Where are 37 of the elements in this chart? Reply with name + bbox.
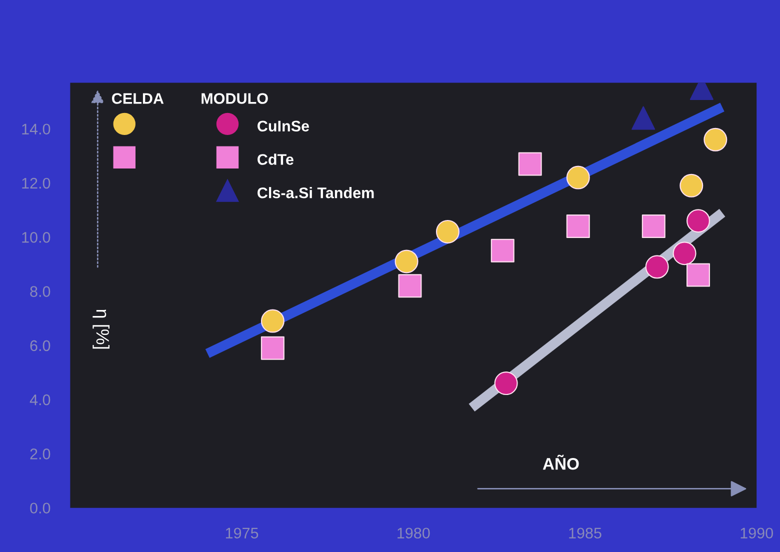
legend-label: CuInSe bbox=[258, 120, 310, 132]
point bbox=[436, 220, 460, 244]
y-tick-label: 6.0 bbox=[30, 340, 50, 352]
point bbox=[645, 255, 669, 279]
legend-label: Cls-a.Si Tandem bbox=[258, 187, 374, 198]
point bbox=[398, 274, 422, 298]
annotation: MODULO bbox=[202, 93, 268, 104]
annotation: CELDA bbox=[112, 93, 164, 104]
y-tick-label: 10.0 bbox=[22, 232, 50, 243]
point bbox=[490, 238, 514, 262]
point bbox=[680, 174, 704, 198]
point bbox=[566, 166, 590, 190]
point bbox=[632, 106, 656, 130]
y-tick-label: 2.0 bbox=[30, 448, 50, 460]
x-axis-title: AÑO bbox=[542, 454, 579, 470]
point bbox=[494, 372, 518, 396]
point bbox=[672, 242, 696, 266]
point bbox=[260, 336, 284, 360]
x-tick-label: 1975 bbox=[226, 528, 258, 539]
y-axis-title: η [%] bbox=[92, 310, 110, 349]
point bbox=[704, 128, 728, 152]
x-tick-label: 1990 bbox=[740, 528, 773, 539]
y-tick-label: 14.0 bbox=[22, 124, 50, 135]
x-tick-label: 1980 bbox=[398, 528, 430, 539]
x-tick-label: 1985 bbox=[569, 528, 602, 539]
point bbox=[686, 263, 710, 287]
y-tick-label: 8.0 bbox=[30, 286, 50, 297]
legend-label: CdTe bbox=[258, 154, 294, 165]
point bbox=[642, 214, 666, 238]
y-tick-label: 12.0 bbox=[22, 178, 50, 189]
y-tick-label: 0.0 bbox=[30, 502, 50, 514]
point bbox=[518, 152, 542, 176]
point bbox=[260, 309, 284, 333]
y-tick-label: 4.0 bbox=[30, 394, 50, 406]
point bbox=[686, 209, 710, 233]
point bbox=[394, 250, 418, 274]
point bbox=[566, 214, 590, 238]
